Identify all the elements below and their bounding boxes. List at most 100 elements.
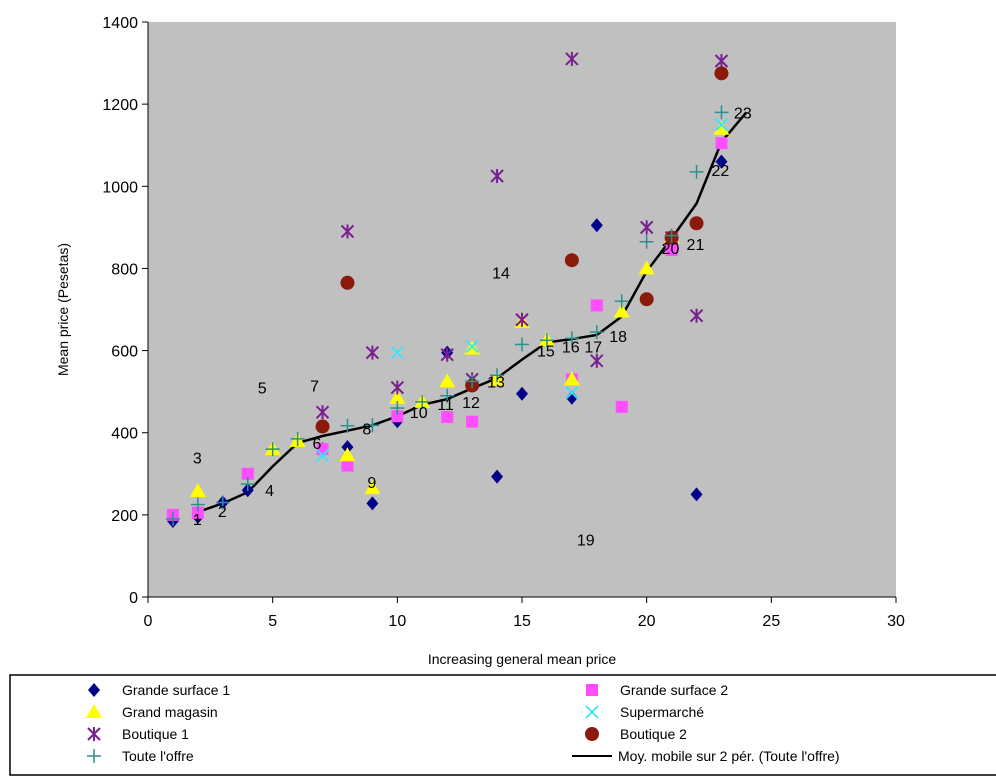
- triangle-marker: [439, 373, 456, 388]
- x-axis-title: Increasing general mean price: [428, 651, 617, 667]
- data-point: [190, 497, 205, 512]
- data-point: [563, 371, 580, 386]
- square-marker: [241, 467, 254, 480]
- triangle-marker: [364, 480, 381, 495]
- x-marker-stroke: [585, 705, 599, 719]
- point-label: 21: [687, 237, 705, 254]
- legend-label: Moy. mobile sur 2 pér. (Toute l'offre): [618, 748, 840, 764]
- x-marker-stroke: [315, 448, 330, 462]
- data-point: [615, 400, 628, 413]
- data-point: [340, 275, 355, 290]
- point-label: 12: [462, 395, 480, 412]
- square-marker: [715, 137, 728, 150]
- data-point: [339, 447, 356, 462]
- legend-item: Grand magasin: [86, 704, 218, 720]
- plot-area: [148, 22, 896, 597]
- data-point: [590, 299, 603, 312]
- square-marker: [586, 684, 598, 696]
- point-label: 1: [193, 512, 202, 529]
- square-marker: [590, 299, 603, 312]
- data-point: [340, 418, 355, 433]
- data-point: [515, 312, 529, 327]
- point-label: 17: [584, 339, 602, 356]
- y-tick-label: 0: [129, 590, 138, 607]
- point-label: 19: [577, 533, 595, 550]
- data-point: [639, 234, 654, 249]
- data-point: [714, 66, 729, 81]
- y-axis-title: Mean price (Pesetas): [55, 243, 71, 376]
- square-marker: [665, 243, 678, 256]
- x-marker-stroke: [714, 118, 729, 132]
- data-point: [714, 54, 729, 69]
- data-point: [590, 353, 604, 368]
- data-point: [389, 389, 406, 404]
- data-point: [665, 243, 678, 256]
- data-point: [465, 339, 479, 354]
- legend-label: Grande surface 2: [620, 682, 728, 698]
- data-point: [639, 292, 654, 307]
- diamond-marker: [491, 469, 504, 484]
- legend-label: Boutique 2: [620, 726, 687, 742]
- square-marker: [615, 400, 628, 413]
- data-point: [639, 220, 654, 235]
- circle-marker: [689, 216, 704, 231]
- data-point: [365, 418, 380, 433]
- legend-label: Grande surface 1: [122, 682, 230, 698]
- point-label: 7: [310, 378, 319, 395]
- data-point: [565, 51, 579, 66]
- square-marker: [441, 411, 454, 424]
- triangle-marker: [389, 389, 406, 404]
- data-point: [315, 405, 330, 420]
- data-point: [664, 228, 679, 243]
- diamond-marker: [590, 218, 603, 233]
- data-point: [290, 431, 305, 446]
- data-point: [341, 440, 354, 455]
- y-tick-label: 400: [111, 426, 138, 443]
- legend-label: Boutique 1: [122, 726, 189, 742]
- data-point: [265, 442, 280, 457]
- diamond-marker: [341, 440, 354, 455]
- legend-symbol: [585, 727, 599, 741]
- series-boutique-2: [315, 66, 729, 434]
- triangle-marker: [86, 704, 102, 718]
- x-tick-label: 25: [762, 613, 780, 630]
- series-toute-l-offre: [165, 105, 729, 526]
- square-marker: [191, 506, 204, 519]
- data-point: [390, 380, 405, 395]
- data-point: [441, 411, 454, 424]
- data-point: [590, 218, 603, 233]
- legend-symbol: [585, 705, 599, 719]
- point-label: 2: [218, 504, 227, 521]
- data-point: [241, 467, 254, 480]
- data-point: [689, 216, 704, 231]
- y-tick-label: 200: [111, 508, 138, 525]
- y-tick-label: 1400: [102, 15, 138, 32]
- square-marker: [466, 415, 479, 428]
- legend-symbol: [86, 704, 102, 718]
- legend-item: Toute l'offre: [87, 748, 194, 764]
- legend-item: Supermarché: [585, 704, 704, 720]
- triangle-marker: [613, 303, 630, 318]
- diamond-marker: [690, 487, 703, 502]
- point-label: 3: [193, 450, 202, 467]
- diamond-marker: [366, 496, 379, 511]
- data-point: [440, 388, 455, 403]
- data-point: [240, 477, 255, 492]
- data-point: [713, 120, 730, 135]
- circle-marker: [639, 292, 654, 307]
- point-label: 10: [410, 405, 428, 422]
- point-label: 23: [734, 105, 752, 122]
- triangle-marker: [189, 483, 206, 498]
- legend-symbol: [88, 683, 100, 697]
- x-tick-label: 15: [513, 613, 531, 630]
- x-marker-stroke: [465, 339, 479, 354]
- legend-item: Boutique 1: [87, 726, 189, 742]
- square-marker: [341, 459, 354, 472]
- circle-marker: [564, 253, 579, 268]
- point-label: 11: [437, 397, 454, 414]
- legend-label: Grand magasin: [122, 704, 218, 720]
- series-supermarch-: [315, 118, 729, 462]
- x-tick-label: 5: [268, 613, 277, 630]
